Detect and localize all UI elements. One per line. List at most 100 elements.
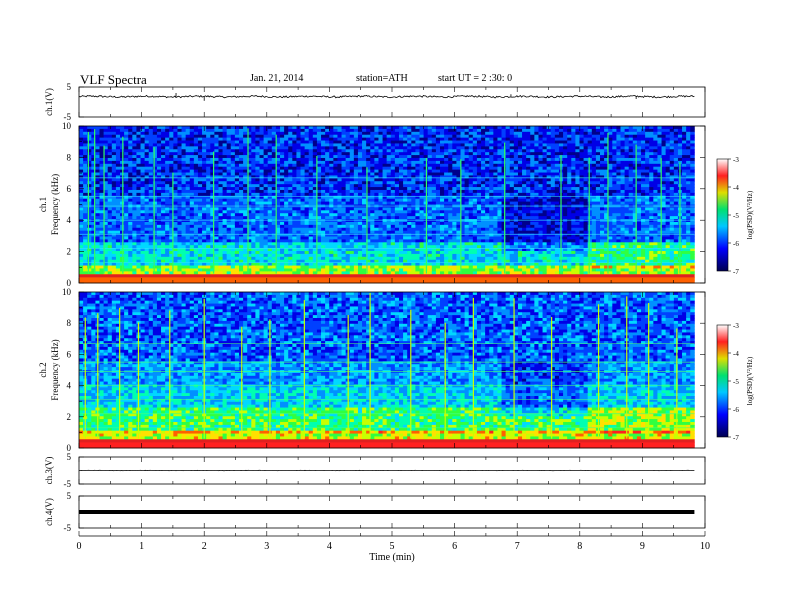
ch1-spectrogram-cell — [148, 242, 154, 246]
ch1-spectrogram-cell — [341, 128, 347, 133]
ch1-spectrogram-cell — [378, 160, 383, 165]
ch1-spectrogram-cell — [419, 160, 424, 165]
ch1-spectrogram-cell — [312, 146, 318, 150]
ch1-spectrogram-cell — [427, 259, 433, 264]
ch1-spectrogram-cell — [206, 216, 211, 220]
ch1-spectrogram-cell — [341, 175, 347, 179]
ch1-spectrogram-cell — [255, 172, 260, 176]
ch1-spectrogram-cell — [185, 219, 191, 223]
ch1-spectrogram-cell — [189, 245, 195, 249]
ch1-spectrogram-cell — [124, 268, 129, 272]
ch1-spectrogram-cell — [243, 224, 248, 229]
ch1-spectrogram-cell — [292, 251, 297, 255]
ch1-spectrogram-cell — [111, 236, 117, 240]
ch1-spectrogram-cell — [132, 143, 137, 147]
ch1-spectrogram-cell — [165, 189, 170, 194]
ch1-spectrogram-cell — [91, 277, 96, 281]
ch1-spectrogram-cell — [230, 157, 236, 162]
ch1-spectrogram-cell — [103, 178, 109, 182]
ch1-spectrogram-cell — [316, 149, 322, 153]
ch1-spectrogram-cell — [79, 253, 84, 258]
ch1-spectrogram-cell — [448, 219, 453, 223]
ch1-spectrogram-cell — [193, 160, 199, 165]
ch1-spectrogram-cell — [169, 195, 174, 200]
ch1-spectrogram-cell — [243, 242, 248, 246]
ch1-spectrogram-cell — [128, 172, 133, 176]
ch1-spectrogram-cell — [91, 280, 96, 284]
ch1-spectrogram-cell — [284, 268, 289, 272]
ch1-spectrogram-cell — [99, 268, 105, 272]
ch1-spectrogram-cell — [181, 239, 187, 243]
ch1-spectrogram-cell — [427, 131, 433, 136]
ch1-spectrogram-cell — [107, 137, 113, 141]
ch1-spectrogram-cell — [161, 271, 166, 275]
ch1-spectrogram-cell — [230, 219, 236, 223]
ch1-spectrogram-cell — [214, 155, 219, 159]
ch1-spectrogram-cell — [398, 201, 404, 205]
ch1-spectrogram-cell — [275, 251, 281, 255]
ch1-spectrogram-cell — [173, 201, 178, 205]
ch1-spectrogram-cell — [251, 134, 256, 139]
ch1-spectrogram-cell — [91, 195, 96, 200]
ch1-spectrogram-cell — [247, 198, 252, 202]
ch1-spectrogram-cell — [238, 207, 244, 211]
ch1-spectrogram-cell — [238, 271, 244, 275]
ch1-spectrogram-cell — [132, 236, 137, 240]
ch1-spectrogram-cell — [95, 219, 100, 223]
ch1-spectrogram-cell — [226, 152, 232, 156]
ch1-spectrogram-cell — [345, 230, 351, 234]
ch1-spectrogram-cell — [185, 175, 191, 179]
ch1-spectrogram-cell — [173, 152, 178, 156]
ch1-spectrogram-cell — [411, 143, 416, 147]
ch1-spectrogram-cell — [144, 187, 150, 191]
ch1-spectrogram-cell — [284, 253, 289, 258]
ch1-spectrogram-cell — [111, 143, 117, 147]
ch1-spectrogram-cell — [263, 172, 269, 176]
ch1-spectrogram-cell — [292, 178, 297, 182]
ch1-spectrogram-cell — [403, 262, 408, 266]
ch1-spectrogram-cell — [329, 224, 334, 229]
ch1-spectrogram-cell — [366, 277, 371, 281]
ch1-spectrogram-cell — [370, 268, 375, 272]
ch1-spectrogram-cell — [226, 128, 232, 133]
ch1-spectrogram-cell — [411, 172, 416, 176]
ch1-spectrogram-cell — [263, 277, 269, 281]
ch1-spectrogram-cell — [349, 126, 355, 130]
ch1-spectrogram-cell — [218, 157, 223, 162]
ch1-spectrogram-cell — [152, 189, 158, 194]
ch1-spectrogram-cell — [284, 227, 289, 232]
ch1-spectrogram-cell — [435, 175, 441, 179]
ch1-spectrogram-cell — [329, 169, 334, 173]
ch1-spectrogram-cell — [271, 233, 277, 237]
ch1-spectrogram-cell — [251, 157, 256, 162]
ch1-spectrogram-cell — [243, 195, 248, 200]
ch1-spectrogram-cell — [128, 195, 133, 200]
ch1-spectrogram-cell — [452, 175, 457, 179]
ch1-spectrogram-cell — [284, 198, 289, 202]
ch1-spectrogram-cell — [390, 166, 396, 171]
ch1-spectrogram-cell — [267, 216, 273, 220]
ch1-spectrogram-cell — [325, 195, 330, 200]
ch1-spectrogram-cell — [259, 242, 265, 246]
ch1-spectrogram-cell — [415, 216, 420, 220]
ch1-spectrogram-cell — [329, 131, 334, 136]
ch1-spectrogram-cell — [419, 126, 424, 130]
ch1-spectrogram-cell — [103, 187, 109, 191]
ch1-spectrogram-cell — [329, 253, 334, 258]
ch1-spectrogram-cell — [427, 149, 433, 153]
ch1-spectrogram-cell — [169, 224, 174, 229]
ch1-spectrogram-cell — [111, 134, 117, 139]
ch1-spectrogram-cell — [83, 265, 88, 269]
ch1-spectrogram-cell — [407, 239, 412, 243]
ch1-spectrogram-cell — [255, 245, 260, 249]
ch1-spectrogram-cell — [214, 166, 219, 171]
ch1-spectrogram-cell — [218, 259, 223, 264]
ch1-spectrogram-cell — [431, 236, 437, 240]
ch1-spectrogram-cell — [234, 239, 240, 243]
ch1-spectrogram-cell — [435, 245, 441, 249]
ch1-spectrogram-cell — [435, 239, 441, 243]
ch1-spectrogram-cell — [296, 236, 301, 240]
ch1-spectrogram-cell — [222, 277, 228, 281]
ch1-spectrogram-cell — [398, 149, 404, 153]
ch1-spectrogram-cell — [185, 239, 191, 243]
